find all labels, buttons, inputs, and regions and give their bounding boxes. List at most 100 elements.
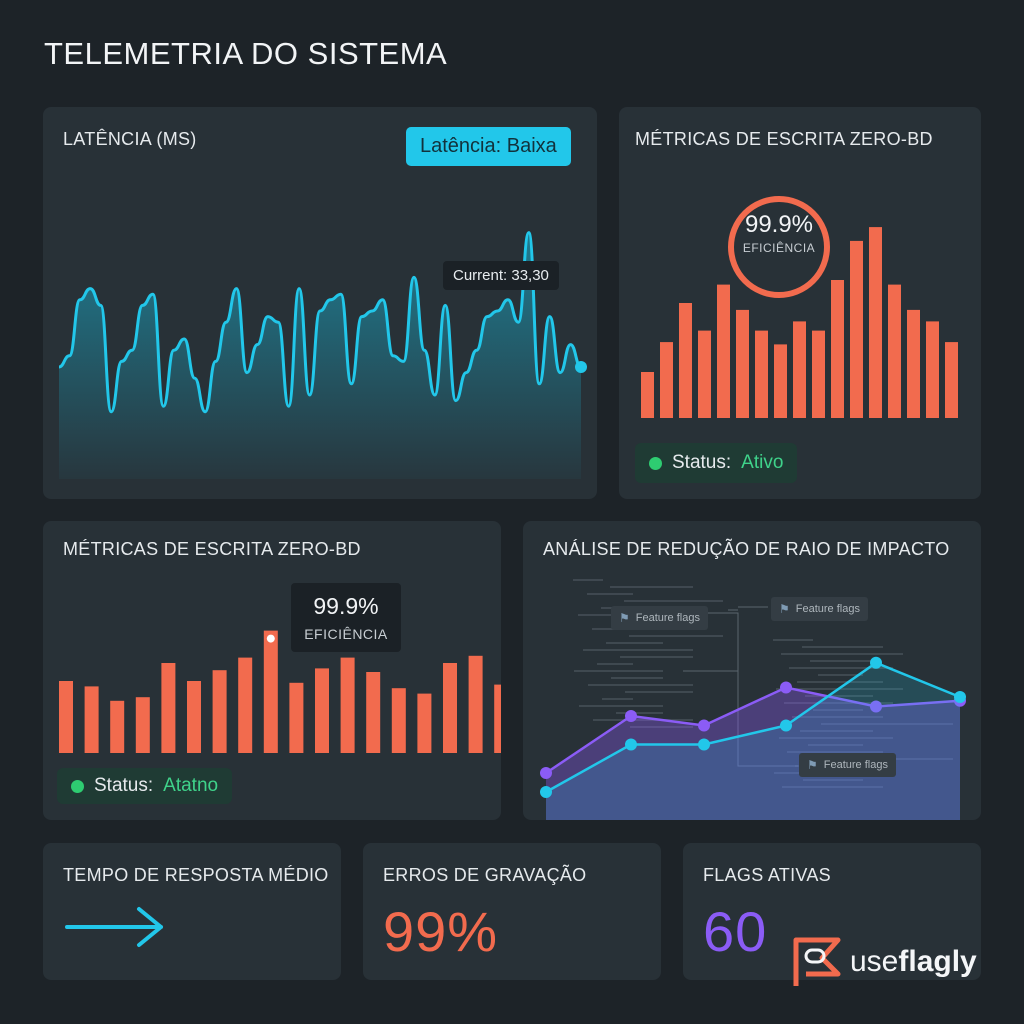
code-line <box>773 639 813 641</box>
code-line <box>782 786 883 788</box>
latency-area <box>59 232 581 479</box>
latency-status-badge: Latência: Baixa <box>406 127 571 166</box>
write-bar <box>315 668 329 753</box>
brand-logo: useflagly <box>792 934 977 990</box>
flag-icon: ⚑ <box>619 611 630 625</box>
response-time-title: TEMPO DE RESPOSTA MÉDIO <box>63 865 329 885</box>
write-bar <box>468 655 483 753</box>
code-line <box>787 751 883 753</box>
write-metrics-top-panel: MÉTRICAS DE ESCRITA ZERO-BD 99.9% EFICIÊ… <box>619 107 981 499</box>
write-bar <box>641 372 654 418</box>
write-bar <box>774 344 787 418</box>
write-bar <box>698 330 711 418</box>
latency-panel-title: LATÊNCIA (MS) <box>63 129 197 149</box>
code-line <box>797 681 883 683</box>
efficiency-ring-text: 99.9% EFICIÊNCIA <box>724 211 834 255</box>
impact-point <box>870 656 882 669</box>
status-dot-icon <box>649 456 662 470</box>
impact-analysis-chart <box>540 579 966 820</box>
write-metrics-bottom-title: MÉTRICAS DE ESCRITA ZERO-BD <box>63 539 361 559</box>
impact-line <box>545 661 961 794</box>
code-line <box>597 663 633 665</box>
write-bar <box>263 630 278 753</box>
code-line <box>789 667 893 669</box>
code-line <box>792 716 883 718</box>
code-line <box>588 684 693 686</box>
feature-flags-tag: ⚑ Feature flags <box>771 597 868 621</box>
code-line <box>616 712 663 714</box>
write-bar <box>736 309 749 418</box>
write-metrics-bottom-chart <box>59 630 501 753</box>
code-line <box>810 660 873 662</box>
code-line <box>620 656 693 658</box>
write-bar <box>660 342 673 418</box>
write-metrics-bottom-panel: MÉTRICAS DE ESCRITA ZERO-BD 99.9% EFICIÊ… <box>43 521 501 820</box>
write-bar <box>945 342 958 418</box>
write-bar <box>391 688 406 753</box>
latency-line <box>58 231 582 414</box>
active-flags-card: FLAGS ATIVAS 60 <box>683 843 981 980</box>
highlight-point <box>266 634 275 643</box>
write-bar <box>161 663 176 753</box>
status-badge-top: Status: Ativo <box>635 443 798 483</box>
write-bar <box>679 303 692 418</box>
write-bar <box>289 682 304 753</box>
write-bar <box>238 657 253 753</box>
impact-point <box>780 719 792 732</box>
impact-line <box>545 686 961 775</box>
impact-point <box>540 767 552 779</box>
impact-area <box>546 687 960 820</box>
write-bar <box>793 321 806 418</box>
code-line <box>818 674 863 676</box>
efficiency-tooltip-value: 99.9% <box>313 593 379 619</box>
code-line <box>805 695 873 697</box>
code-line <box>802 646 883 648</box>
code-line <box>630 726 693 728</box>
code-line <box>629 635 723 637</box>
code-line <box>781 653 903 655</box>
active-flags-value: 60 <box>703 900 768 963</box>
latency-current-point <box>575 361 587 373</box>
latency-panel: LATÊNCIA (MS) Latência: Baixa Current: 3… <box>43 107 597 499</box>
write-bar <box>59 681 73 753</box>
efficiency-tooltip-label: EFICIÊNCIA <box>304 626 388 642</box>
code-line <box>813 709 863 711</box>
flag-icon: ⚑ <box>779 602 790 616</box>
response-time-card: TEMPO DE RESPOSTA MÉDIO <box>43 843 341 980</box>
write-bar <box>187 681 201 753</box>
impact-point <box>698 738 710 751</box>
efficiency-ring <box>728 196 830 298</box>
status-label-bottom: Status: <box>94 775 154 796</box>
status-label-top: Status: <box>672 452 732 473</box>
impact-point <box>625 710 637 722</box>
status-value-bottom: Atatno <box>163 775 219 796</box>
feature-flags-tag: ⚑ Feature flags <box>799 753 896 777</box>
write-bar <box>831 280 844 418</box>
brand-name-light: use <box>850 945 899 978</box>
code-line <box>779 737 893 739</box>
page-title: TELEMETRIA DO SISTEMA <box>44 36 448 71</box>
code-line <box>610 586 693 588</box>
impact-analysis-title: ANÁLISE DE REDUÇÃO DE RAIO DE IMPACTO <box>543 539 950 559</box>
write-metrics-top-title: MÉTRICAS DE ESCRITA ZERO-BD <box>635 129 933 149</box>
write-errors-title: ERROS DE GRAVAÇÃO <box>383 865 587 885</box>
flag-icon: ⚑ <box>807 758 818 772</box>
write-bar <box>755 330 768 418</box>
write-errors-card: ERROS DE GRAVAÇÃO 99% <box>363 843 661 980</box>
impact-analysis-panel: ANÁLISE DE REDUÇÃO DE RAIO DE IMPACTO ⚑ … <box>523 521 981 820</box>
status-badge-bottom: Status: Atatno <box>57 768 233 804</box>
useflagly-logo-icon <box>793 937 841 986</box>
status-value-top: Ativo <box>741 452 784 473</box>
code-line <box>784 702 893 704</box>
feature-flags-tag-label: Feature flags <box>823 759 888 771</box>
code-line <box>579 705 663 707</box>
write-bar <box>717 284 730 418</box>
code-line <box>800 730 873 732</box>
code-line <box>602 698 633 700</box>
arrow-right-icon <box>65 907 163 947</box>
impact-point <box>954 691 966 703</box>
code-line <box>574 670 663 672</box>
code-line <box>808 744 863 746</box>
latency-chart <box>58 231 587 479</box>
status-dot-icon <box>71 779 84 793</box>
